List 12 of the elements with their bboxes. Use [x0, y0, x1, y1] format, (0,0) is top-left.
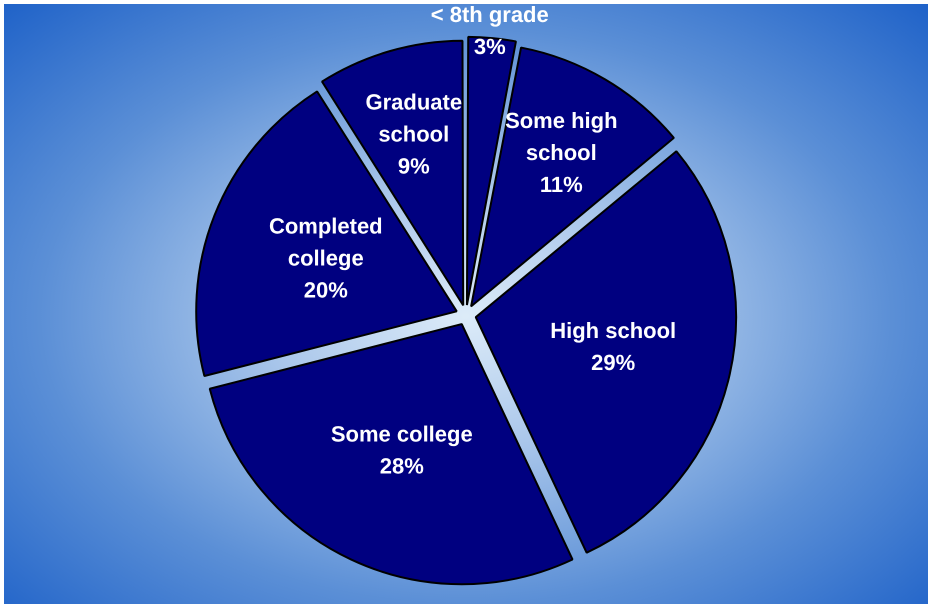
data-label: 29%: [591, 350, 636, 375]
data-label: 28%: [380, 454, 424, 479]
data-label: 11%: [540, 172, 583, 197]
data-label: 3%: [474, 34, 506, 59]
slice-label: Graduate school: [365, 89, 462, 146]
slice-label: < 8th grade: [430, 2, 549, 27]
slice-label: High school: [550, 318, 676, 343]
slice-label: Some high school: [505, 108, 618, 165]
data-label: 20%: [304, 278, 348, 303]
slice-label: Some college: [330, 422, 473, 447]
slice-label: Completed college: [268, 214, 383, 271]
data-label: 9%: [398, 153, 430, 178]
